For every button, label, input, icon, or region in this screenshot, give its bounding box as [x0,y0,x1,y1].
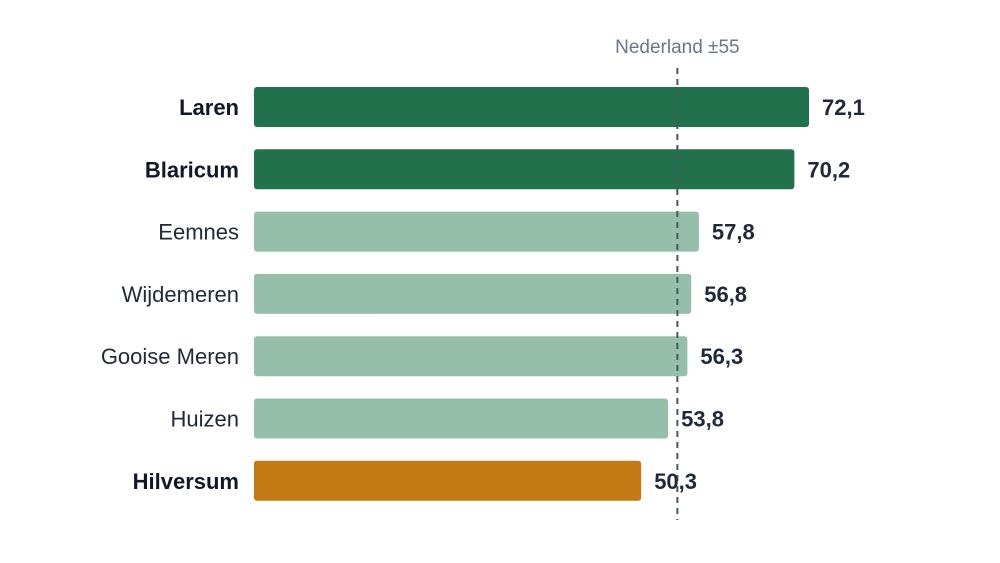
bar-eemnes [254,211,699,252]
bars-layer [254,87,809,501]
bar-hilversum [254,460,642,501]
value-label: 70,2 [807,157,850,182]
category-label: Laren [179,95,239,120]
category-label: Huizen [171,407,239,432]
bar-huizen [254,398,669,439]
labels-layer: Laren 72,1 Blaricum 70,2 Eemnes 57,8 Wijdemere… [101,95,865,494]
value-label: 53,8 [681,407,724,432]
category-label: Hilversum [133,469,239,494]
category-label: Wijdemeren [122,282,239,307]
value-label: 72,1 [822,95,865,120]
bar-laren [254,87,809,127]
value-label: 50,3 [654,469,697,494]
bar-wijdemeren [254,273,692,314]
category-label: Gooise Meren [101,344,239,369]
bar-gooise-meren [254,336,688,377]
category-label: Eemnes [158,220,239,245]
value-label: 56,8 [704,282,747,307]
value-label: 57,8 [712,220,755,245]
bar-blaricum [254,149,795,190]
value-label: 56,3 [700,344,743,369]
category-label: Blaricum [145,157,239,182]
reference-label: Nederland ±55 [615,37,740,58]
reference-layer: Nederland ±55 [615,37,740,520]
